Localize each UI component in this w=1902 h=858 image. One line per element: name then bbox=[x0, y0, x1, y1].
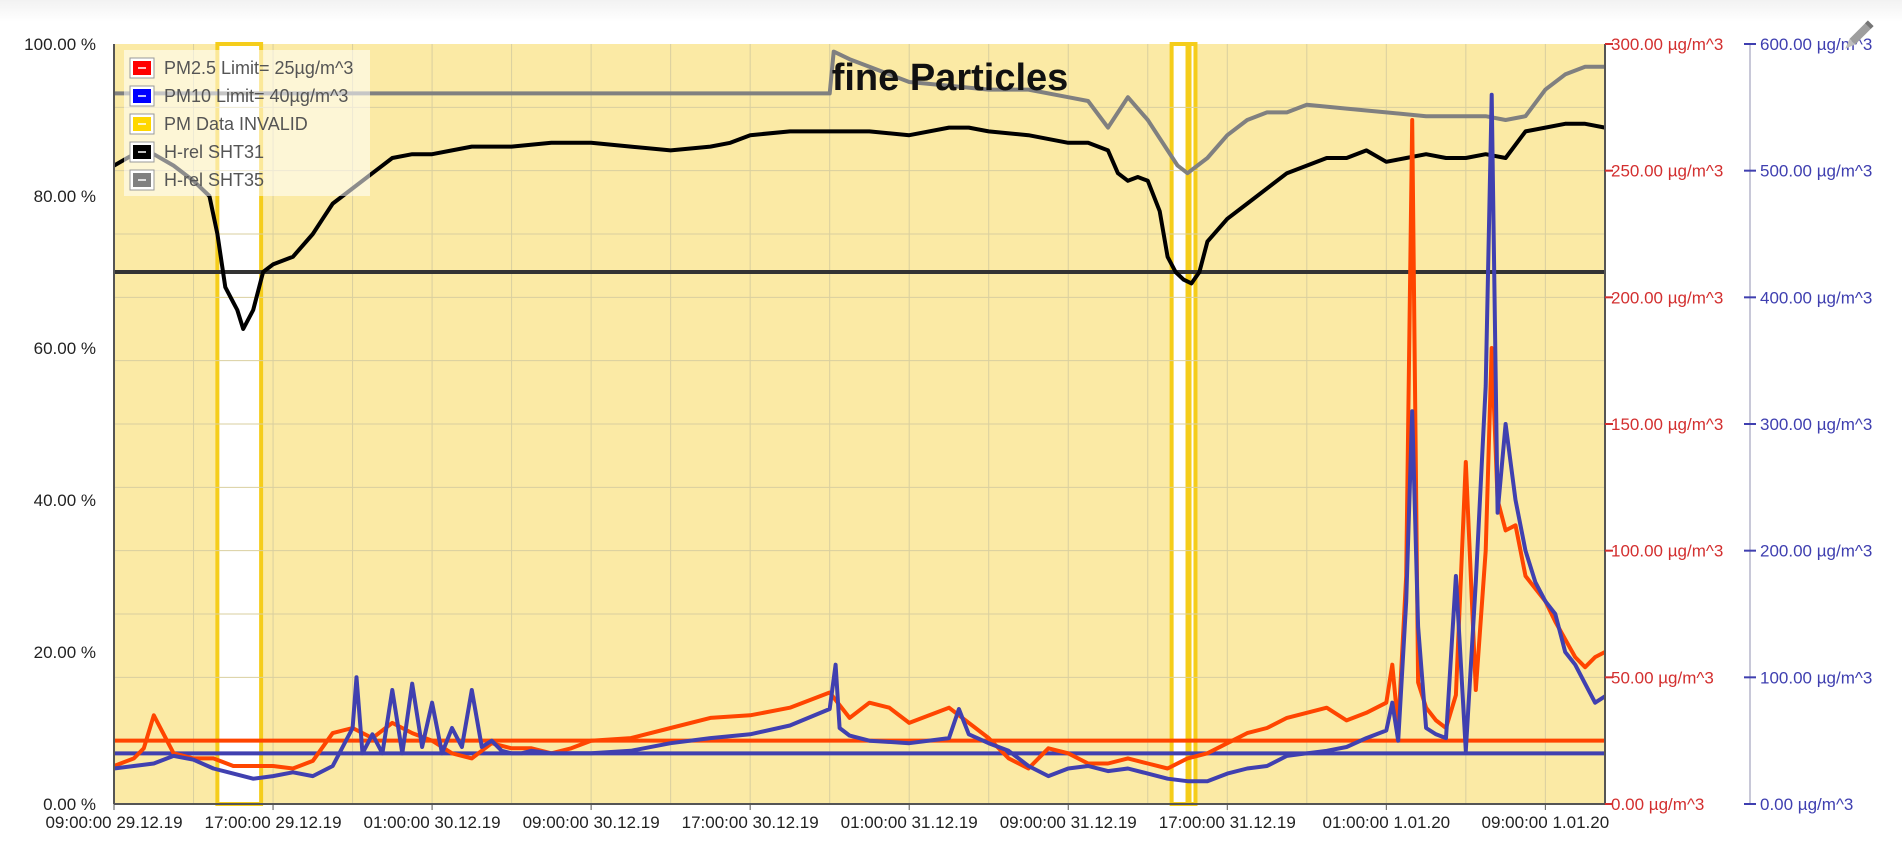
chart-title: fine Particles bbox=[832, 57, 1069, 99]
x-tick-label: 01:00:00 30.12.19 bbox=[364, 813, 501, 832]
y-right2-tick-label: 0.00 µg/m^3 bbox=[1760, 795, 1853, 814]
x-tick-label: 17:00:00 29.12.19 bbox=[205, 813, 342, 832]
y-left-tick-label: 40.00 % bbox=[34, 491, 96, 510]
legend: PM2.5 Limit= 25µg/m^3 PM10 Limit= 40µg/m^… bbox=[124, 50, 370, 196]
x-tick-label: 09:00:00 29.12.19 bbox=[45, 813, 182, 832]
y-left-tick-label: 100.00 % bbox=[24, 35, 96, 54]
y-right2-tick-label: 200.00 µg/m^3 bbox=[1760, 542, 1872, 561]
legend-label: PM Data INVALID bbox=[164, 114, 308, 134]
y-right1-tick-label: 300.00 µg/m^3 bbox=[1611, 35, 1723, 54]
legend-label: PM10 Limit= 40µg/m^3 bbox=[164, 86, 348, 106]
y-right1-tick-label: 50.00 µg/m^3 bbox=[1611, 668, 1714, 687]
y-right2-tick-label: 500.00 µg/m^3 bbox=[1760, 162, 1872, 181]
x-tick-label: 01:00:00 1.01.20 bbox=[1323, 813, 1451, 832]
legend-item[interactable]: PM2.5 Limit= 25µg/m^3 bbox=[129, 57, 353, 79]
legend-background bbox=[124, 50, 370, 196]
legend-item[interactable]: PM10 Limit= 40µg/m^3 bbox=[129, 85, 348, 107]
series-line bbox=[113, 92, 1607, 784]
legend-item[interactable]: H-rel SHT35 bbox=[129, 169, 264, 191]
x-tick-label: 01:00:00 31.12.19 bbox=[841, 813, 978, 832]
y-right1-tick-label: 0.00 µg/m^3 bbox=[1611, 795, 1704, 814]
y-right2-tick-label: 100.00 µg/m^3 bbox=[1760, 668, 1872, 687]
y-right2-tick-label: 300.00 µg/m^3 bbox=[1760, 415, 1872, 434]
pencil-edit-icon[interactable] bbox=[1838, 16, 1878, 56]
legend-label: H-rel SHT31 bbox=[164, 142, 264, 162]
y-right1-tick-label: 200.00 µg/m^3 bbox=[1611, 288, 1723, 307]
y-right1-tick-label: 100.00 µg/m^3 bbox=[1611, 542, 1723, 561]
y-left-tick-label: 80.00 % bbox=[34, 187, 96, 206]
series-line bbox=[114, 49, 1605, 176]
legend-item[interactable]: PM Data INVALID bbox=[129, 113, 308, 135]
y-right2-tick-label: 400.00 µg/m^3 bbox=[1760, 288, 1872, 307]
y-right1-tick-label: 150.00 µg/m^3 bbox=[1611, 415, 1723, 434]
series-line bbox=[113, 121, 1606, 331]
legend-label: H-rel SHT35 bbox=[164, 170, 264, 190]
series-line bbox=[113, 118, 1606, 771]
y-right1-tick-label: 250.00 µg/m^3 bbox=[1611, 162, 1723, 181]
y-right2-tick-label: 600.00 µg/m^3 bbox=[1760, 35, 1872, 54]
legend-label: PM2.5 Limit= 25µg/m^3 bbox=[164, 58, 353, 78]
x-tick-label: 09:00:00 30.12.19 bbox=[523, 813, 660, 832]
top-gradient-bar bbox=[0, 0, 1902, 22]
y-left-tick-label: 0.00 % bbox=[43, 795, 96, 814]
legend-item[interactable]: H-rel SHT31 bbox=[129, 141, 264, 163]
y-left-tick-label: 60.00 % bbox=[34, 339, 96, 358]
x-tick-label: 09:00:00 1.01.20 bbox=[1482, 813, 1610, 832]
x-tick-label: 17:00:00 30.12.19 bbox=[682, 813, 819, 832]
x-tick-label: 09:00:00 31.12.19 bbox=[1000, 813, 1137, 832]
y-left-tick-label: 20.00 % bbox=[34, 643, 96, 662]
x-tick-label: 17:00:00 31.12.19 bbox=[1159, 813, 1296, 832]
